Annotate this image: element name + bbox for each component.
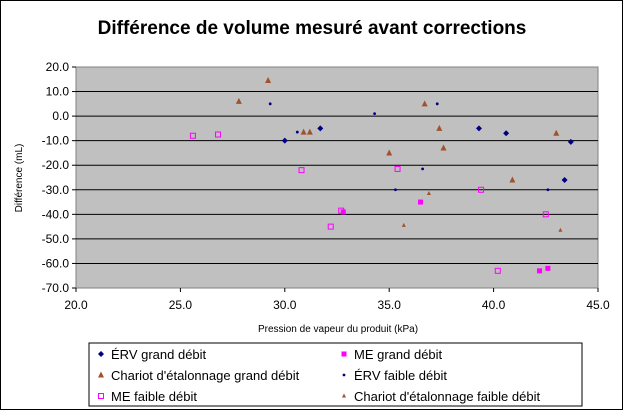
data-point-series-4: [373, 112, 376, 116]
legend-label: ME faible débit: [111, 389, 197, 404]
data-point-series-5: [327, 223, 334, 230]
x-tick-label: 40.0: [482, 298, 506, 312]
y-tick-label: -10.0: [42, 134, 70, 148]
data-point-series-2: [545, 265, 551, 271]
y-axis-label: Différence (mL): [14, 144, 25, 213]
data-point-series-3: [440, 144, 447, 151]
x-tick-label: 25.0: [169, 298, 193, 312]
data-point-series-1: [567, 138, 574, 145]
data-point-series-3: [509, 176, 516, 183]
data-point-series-3: [553, 129, 560, 136]
y-tick-label: 20.0: [46, 60, 70, 74]
x-tick-label: 45.0: [586, 298, 610, 312]
legend: ÉRV grand débit ME grand débit Chariot d'é…: [98, 347, 540, 404]
data-point-series-4: [546, 188, 550, 192]
data-point-series-5: [189, 132, 196, 139]
x-tick-label: 35.0: [378, 298, 402, 312]
data-point-series-1: [561, 176, 568, 183]
y-tick-label: -70.0: [42, 281, 70, 295]
data-point-series-6: [401, 222, 406, 227]
data-point-series-3: [306, 128, 313, 135]
y-tick-label: -20.0: [42, 158, 70, 172]
legend-marker-series-5: [98, 393, 104, 399]
legend-label: Chariot d'étalonnage faible débit: [354, 389, 540, 404]
data-points: [189, 77, 574, 274]
legend-marker-series-6: [342, 393, 346, 398]
y-tick-label: -40.0: [42, 207, 70, 221]
data-point-series-1: [317, 125, 324, 132]
x-axis-ticks: 20.0 25.0 30.0 35.0 40.0 45.0: [64, 288, 610, 312]
legend-marker-series-3: [98, 371, 104, 378]
data-point-series-3: [235, 97, 242, 104]
data-point-series-5: [298, 167, 305, 174]
data-point-series-1: [503, 130, 510, 137]
data-point-series-4: [421, 167, 425, 171]
data-point-series-6: [558, 227, 563, 232]
data-point-series-4: [435, 102, 439, 106]
gridlines: [76, 91, 598, 264]
data-point-series-4: [268, 102, 272, 106]
legend-box: [88, 342, 583, 407]
data-point-series-3: [300, 128, 307, 135]
data-point-series-4: [295, 130, 299, 134]
plot-area: [75, 66, 599, 289]
y-tick-label: 0.0: [52, 109, 69, 123]
y-tick-label: -60.0: [42, 256, 70, 270]
chart-title: Différence de volume mesuré avant correc…: [98, 18, 527, 39]
y-tick-label: -50.0: [42, 232, 70, 246]
legend-label: ME grand débit: [354, 347, 443, 362]
y-axis-ticks: 20.0 10.0 0.0 -10.0 -20.0 -30.0 -40.0 -50.0 -60.…: [42, 60, 76, 295]
data-point-series-1: [281, 137, 288, 144]
data-point-series-2: [537, 268, 543, 274]
x-tick-label: 30.0: [273, 298, 297, 312]
data-point-series-5: [542, 211, 549, 218]
data-point-series-5: [478, 186, 485, 193]
data-point-series-5: [214, 131, 221, 138]
data-point-series-5: [394, 165, 401, 172]
y-tick-label: -30.0: [42, 183, 70, 197]
data-point-series-3: [436, 124, 443, 131]
data-point-series-5: [494, 267, 501, 274]
data-point-series-4: [394, 188, 397, 192]
data-point-series-2: [418, 199, 424, 205]
data-point-series-5: [338, 207, 345, 214]
legend-marker-series-4: [342, 373, 346, 377]
x-axis-label: Pression de vapeur du produit (kPa): [258, 324, 418, 335]
x-tick-label: 20.0: [64, 298, 88, 312]
legend-marker-series-1: [98, 351, 104, 357]
legend-label: ÉRV faible débit: [354, 368, 447, 383]
data-point-series-3: [421, 100, 428, 107]
data-point-series-6: [426, 190, 431, 195]
legend-label: Chariot d'étalonnage grand débit: [111, 368, 300, 383]
data-point-series-3: [265, 77, 272, 84]
data-point-series-3: [386, 149, 393, 156]
legend-marker-series-2: [341, 351, 347, 357]
legend-label: ÉRV grand débit: [111, 347, 207, 362]
y-tick-label: 10.0: [46, 85, 70, 99]
data-point-series-1: [475, 125, 482, 132]
